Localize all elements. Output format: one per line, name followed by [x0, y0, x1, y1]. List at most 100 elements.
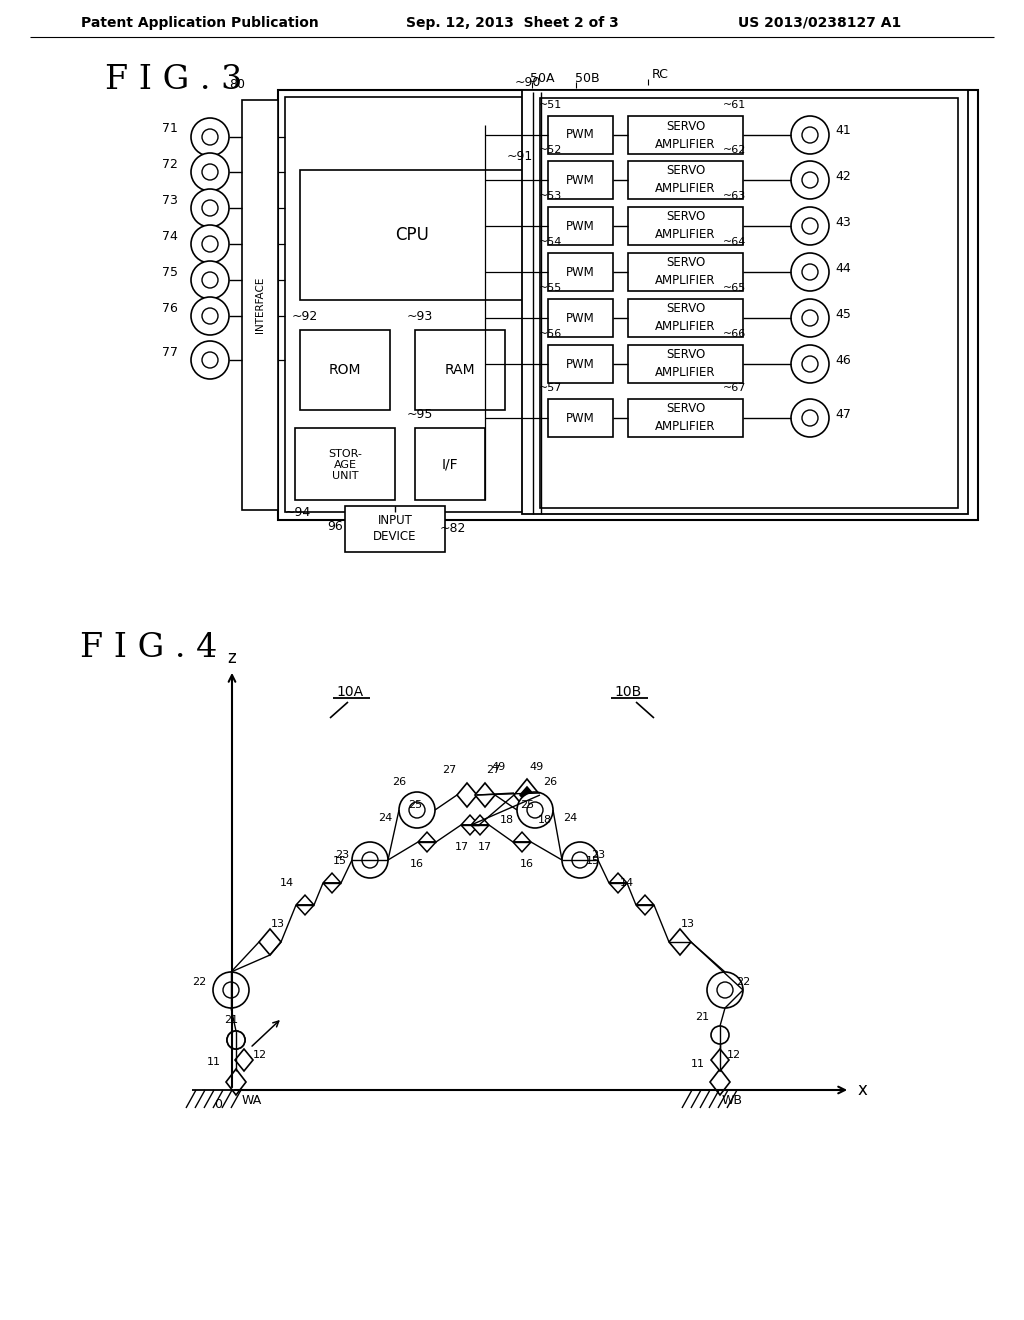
Bar: [300, 170, 525, 300]
Text: 15: 15: [333, 855, 347, 866]
Polygon shape: [711, 1049, 729, 1071]
Polygon shape: [471, 825, 489, 836]
Bar: [300, 330, 390, 411]
Polygon shape: [296, 895, 314, 906]
Text: ~95: ~95: [407, 408, 433, 421]
Circle shape: [791, 207, 829, 246]
Bar: [628, 161, 743, 199]
Circle shape: [223, 982, 239, 998]
Text: Sep. 12, 2013  Sheet 2 of 3: Sep. 12, 2013 Sheet 2 of 3: [406, 16, 618, 30]
Circle shape: [517, 792, 553, 828]
Bar: [548, 253, 613, 290]
Circle shape: [562, 842, 598, 878]
Bar: [628, 399, 743, 437]
Circle shape: [802, 310, 818, 326]
Text: 96: 96: [327, 520, 343, 532]
Polygon shape: [323, 873, 341, 883]
Circle shape: [791, 399, 829, 437]
Text: STOR-: STOR-: [328, 449, 361, 459]
Text: 49: 49: [492, 762, 506, 772]
Polygon shape: [609, 883, 627, 892]
Circle shape: [202, 236, 218, 252]
Text: 50B: 50B: [574, 71, 599, 84]
Circle shape: [572, 851, 588, 869]
Text: 14: 14: [620, 878, 634, 888]
Text: SERVO: SERVO: [666, 165, 706, 177]
Text: 80: 80: [229, 78, 245, 91]
Text: 10B: 10B: [614, 685, 642, 700]
Text: ~62: ~62: [723, 145, 746, 154]
Text: 16: 16: [520, 859, 534, 869]
Text: PWM: PWM: [566, 312, 595, 325]
Circle shape: [409, 803, 425, 818]
Text: SERVO: SERVO: [666, 210, 706, 223]
Circle shape: [802, 356, 818, 372]
Polygon shape: [471, 814, 489, 825]
Text: 0: 0: [214, 1097, 222, 1110]
Text: 17: 17: [455, 842, 469, 851]
Text: PWM: PWM: [566, 219, 595, 232]
Circle shape: [191, 341, 229, 379]
Polygon shape: [636, 895, 654, 906]
Text: 25: 25: [520, 800, 535, 810]
Polygon shape: [461, 825, 479, 836]
Text: SERVO: SERVO: [666, 348, 706, 362]
Text: ~56: ~56: [540, 329, 562, 339]
Text: 50A: 50A: [529, 71, 554, 84]
Polygon shape: [457, 783, 477, 807]
Polygon shape: [323, 883, 341, 892]
Text: 47: 47: [835, 408, 851, 421]
Circle shape: [202, 352, 218, 368]
Text: 22: 22: [191, 977, 206, 987]
Bar: [540, 98, 958, 508]
Circle shape: [202, 308, 218, 323]
Text: ~94: ~94: [285, 507, 311, 520]
Text: 15: 15: [586, 855, 600, 866]
Bar: [522, 90, 968, 513]
Text: z: z: [227, 649, 237, 667]
Text: 12: 12: [253, 1049, 267, 1060]
Text: PWM: PWM: [566, 173, 595, 186]
Text: 45: 45: [835, 308, 851, 321]
Text: AMPLIFIER: AMPLIFIER: [655, 182, 716, 195]
Text: SERVO: SERVO: [666, 256, 706, 269]
Text: 44: 44: [836, 261, 851, 275]
Text: 23: 23: [591, 850, 605, 861]
Circle shape: [191, 153, 229, 191]
Text: ~61: ~61: [723, 100, 746, 110]
Circle shape: [791, 116, 829, 154]
Polygon shape: [636, 906, 654, 915]
Circle shape: [791, 253, 829, 290]
Polygon shape: [520, 787, 534, 803]
Polygon shape: [475, 783, 495, 807]
Text: PWM: PWM: [566, 412, 595, 425]
Text: AGE: AGE: [334, 459, 356, 470]
Text: 22: 22: [736, 977, 751, 987]
Text: 16: 16: [410, 859, 424, 869]
Text: SERVO: SERVO: [666, 120, 706, 132]
Text: ROM: ROM: [329, 363, 361, 378]
Bar: [548, 399, 613, 437]
Text: ~90: ~90: [515, 77, 542, 90]
Text: 11: 11: [691, 1059, 705, 1069]
Text: 21: 21: [224, 1015, 238, 1026]
Text: 76: 76: [162, 301, 178, 314]
Text: 72: 72: [162, 157, 178, 170]
Text: 26: 26: [392, 777, 407, 787]
Circle shape: [527, 803, 543, 818]
Bar: [548, 300, 613, 337]
Bar: [628, 116, 743, 154]
Circle shape: [191, 297, 229, 335]
Text: 41: 41: [836, 124, 851, 137]
Text: ~66: ~66: [723, 329, 746, 339]
Circle shape: [399, 792, 435, 828]
Text: x: x: [857, 1081, 867, 1100]
Text: 11: 11: [207, 1057, 221, 1067]
Text: AMPLIFIER: AMPLIFIER: [655, 137, 716, 150]
Circle shape: [227, 1031, 245, 1049]
Circle shape: [352, 842, 388, 878]
Circle shape: [802, 264, 818, 280]
Text: 13: 13: [681, 919, 695, 929]
Text: SERVO: SERVO: [666, 302, 706, 315]
Bar: [242, 100, 278, 510]
